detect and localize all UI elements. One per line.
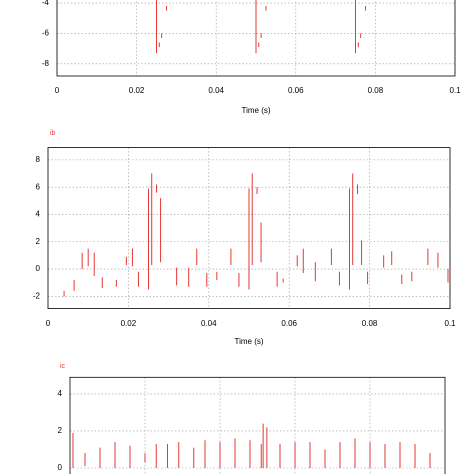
x-tick-label: 0.08 <box>362 319 378 328</box>
x-tick-label: 0.1 <box>449 86 461 95</box>
x-tick-label: 0.1 <box>444 319 456 328</box>
y-tick-label: 4 <box>36 210 41 219</box>
x-tick-label: 0 <box>46 319 51 328</box>
y-tick-label: 4 <box>58 389 63 398</box>
x-tick-label: 0.02 <box>129 86 145 95</box>
x-tick-label: 0.06 <box>281 319 297 328</box>
x-axis-label: Time (s) <box>241 106 270 115</box>
y-tick-label: -8 <box>42 59 50 68</box>
x-tick-label: 0.08 <box>368 86 384 95</box>
y-tick-label: -4 <box>42 0 50 7</box>
y-tick-label: -6 <box>42 29 50 38</box>
y-tick-label: 8 <box>36 155 41 164</box>
plot-frame <box>47 147 451 310</box>
signal-line <box>156 0 366 54</box>
y-tick-label: 0 <box>58 463 63 472</box>
x-tick-label: 0.02 <box>121 319 137 328</box>
x-tick-label: 0.04 <box>208 86 224 95</box>
plot-frame <box>69 376 446 474</box>
x-tick-label: 0.04 <box>201 319 217 328</box>
y-tick-label: 2 <box>36 237 41 246</box>
y-tick-label: 6 <box>36 182 41 191</box>
y-tick-label: 0 <box>36 264 41 273</box>
plot-frame <box>56 0 456 77</box>
series-label: ic <box>60 363 66 370</box>
signal-line <box>72 423 431 468</box>
x-axis-label: Time (s) <box>234 337 263 346</box>
x-tick-label: 0 <box>55 86 60 95</box>
x-tick-label: 0.06 <box>288 86 304 95</box>
signal-line <box>63 173 449 297</box>
series-label: ib <box>50 130 56 137</box>
y-tick-label: -2 <box>33 291 41 300</box>
y-tick-label: 2 <box>58 426 63 435</box>
